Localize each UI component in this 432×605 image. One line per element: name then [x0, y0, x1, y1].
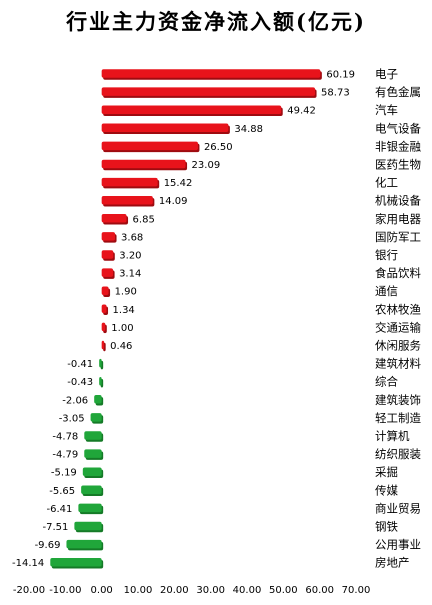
category-label: 电子 — [375, 67, 398, 81]
category-label: 家用电器 — [375, 212, 421, 226]
bar — [90, 413, 102, 422]
category-label: 计算机 — [375, 429, 410, 443]
x-tick-label: 50.00 — [269, 585, 298, 596]
data-label: 0.46 — [110, 341, 132, 352]
bar — [101, 268, 114, 277]
data-label: 3.68 — [121, 232, 143, 243]
category-label: 建筑装饰 — [375, 393, 421, 407]
bar — [101, 123, 229, 133]
bar — [82, 467, 102, 476]
category-label: 综合 — [375, 375, 398, 389]
category-label: 纺织服装 — [375, 447, 421, 461]
data-label: 26.50 — [204, 142, 233, 153]
category-label: 休闲服务 — [375, 339, 421, 353]
data-label: -0.43 — [67, 377, 93, 388]
category-label: 商业贸易 — [375, 501, 421, 515]
category-label: 银行 — [375, 248, 398, 262]
data-label: -3.05 — [59, 413, 85, 424]
bar — [101, 250, 114, 259]
data-label: 60.19 — [326, 70, 355, 81]
category-label: 医药生物 — [375, 158, 421, 172]
category-label: 公用事业 — [375, 538, 421, 552]
category-label: 轻工制造 — [375, 411, 421, 425]
bar — [101, 304, 107, 314]
bar — [101, 87, 316, 96]
x-tick-label: -20.00 — [13, 585, 45, 596]
bar — [84, 449, 102, 458]
category-label: 汽车 — [375, 103, 398, 117]
x-tick-label: 30.00 — [196, 585, 225, 596]
x-tick-label: 20.00 — [160, 585, 189, 596]
bar — [78, 503, 102, 513]
bar — [101, 232, 116, 241]
data-label: -5.65 — [49, 486, 75, 497]
data-label: -2.06 — [62, 395, 88, 406]
bar — [101, 177, 158, 187]
data-label: -6.41 — [47, 504, 73, 515]
bar — [101, 141, 198, 151]
category-label: 房地产 — [375, 556, 410, 570]
bar — [101, 322, 106, 332]
bar — [74, 521, 102, 531]
category-label: 传媒 — [375, 483, 398, 497]
category-label: 非银金融 — [375, 139, 421, 153]
bar — [84, 431, 102, 440]
bar — [99, 358, 102, 368]
data-label: 1.00 — [111, 323, 133, 334]
data-label: 23.09 — [192, 160, 221, 171]
category-label: 国防军工 — [375, 230, 421, 244]
bar — [66, 539, 102, 549]
bar — [50, 557, 102, 567]
data-label: 58.73 — [321, 88, 350, 99]
data-label: -9.69 — [35, 540, 61, 551]
x-tick-label: 60.00 — [305, 585, 334, 596]
bar — [101, 340, 105, 350]
data-label: -0.41 — [67, 359, 93, 370]
category-label: 采掘 — [375, 465, 398, 479]
bar — [101, 214, 127, 223]
x-tick-label: 0.00 — [91, 585, 113, 596]
x-tick-label: 10.00 — [124, 585, 153, 596]
chart-title: 行业主力资金净流入额(亿元) — [66, 9, 366, 34]
bar — [101, 159, 186, 169]
x-tick-label: 70.00 — [342, 585, 371, 596]
x-tick-label: -10.00 — [49, 585, 81, 596]
category-label: 钢铁 — [375, 520, 398, 534]
data-label: -7.51 — [43, 522, 69, 533]
data-label: 14.09 — [159, 196, 188, 207]
bar — [81, 485, 102, 495]
data-label: -4.78 — [52, 432, 78, 443]
data-label: 3.20 — [119, 251, 141, 262]
category-label: 机械设备 — [375, 194, 421, 208]
category-label: 电气设备 — [375, 121, 421, 135]
data-label: 49.42 — [287, 106, 316, 117]
bar — [101, 69, 321, 78]
data-label: 1.90 — [115, 287, 137, 298]
category-label: 农林牧渔 — [375, 302, 421, 316]
data-label: 6.85 — [133, 214, 155, 225]
x-tick-label: 40.00 — [233, 585, 262, 596]
category-label: 建筑材料 — [375, 357, 421, 371]
data-label: 1.34 — [113, 305, 135, 316]
data-label: 34.88 — [234, 124, 263, 135]
bar — [101, 105, 282, 114]
data-label: 15.42 — [164, 178, 193, 189]
data-label: 3.14 — [119, 269, 141, 280]
data-label: -14.14 — [12, 558, 44, 569]
category-label: 有色金属 — [375, 85, 421, 99]
bar — [99, 376, 102, 386]
bar — [101, 286, 109, 295]
data-label: -5.19 — [51, 468, 77, 479]
category-label: 化工 — [375, 176, 398, 190]
category-label: 交通运输 — [375, 320, 421, 334]
data-label: -4.79 — [52, 450, 78, 461]
bar — [94, 395, 102, 404]
category-label: 通信 — [375, 284, 398, 298]
bar — [101, 195, 153, 205]
category-label: 食品饮料 — [375, 266, 421, 280]
